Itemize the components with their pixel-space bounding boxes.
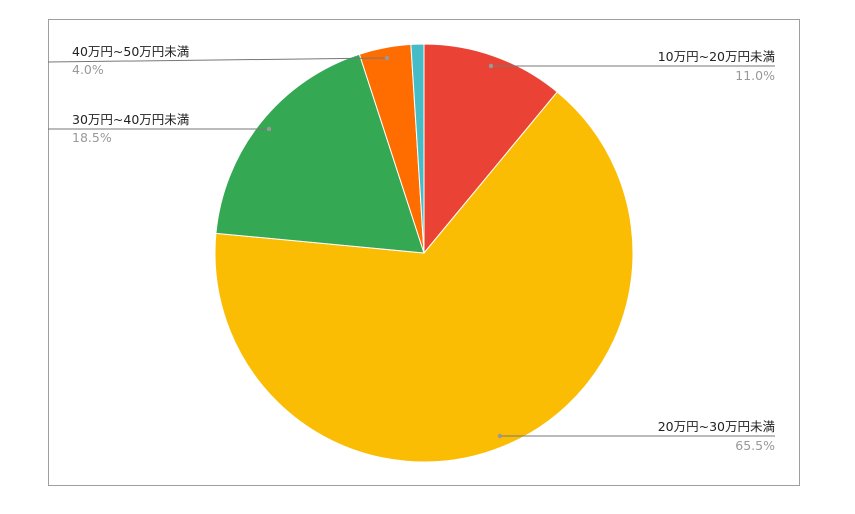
slice-label: 40万円~50万円未満 xyxy=(72,44,189,59)
slice-percent-label: 65.5% xyxy=(735,438,775,453)
pie-slice[interactable] xyxy=(215,53,425,254)
slice-percent-label: 4.0% xyxy=(72,62,104,77)
callout-dot xyxy=(266,126,272,132)
pie-slice[interactable] xyxy=(410,43,425,254)
slice-label: 20万円~30万円未満 xyxy=(658,419,775,434)
pie-slice[interactable] xyxy=(423,43,558,255)
slice-percent-label: 11.0% xyxy=(735,68,775,83)
callout-dot xyxy=(488,63,494,69)
slice-percent-label: 18.5% xyxy=(72,130,112,145)
slice-label: 30万円~40万円未満 xyxy=(72,112,189,127)
callout-dot xyxy=(384,55,390,61)
pie-slice[interactable] xyxy=(214,91,634,463)
callout-dot xyxy=(497,433,503,439)
callout-line xyxy=(47,57,388,63)
slice-label: 10万円~20万円未満 xyxy=(658,49,775,64)
